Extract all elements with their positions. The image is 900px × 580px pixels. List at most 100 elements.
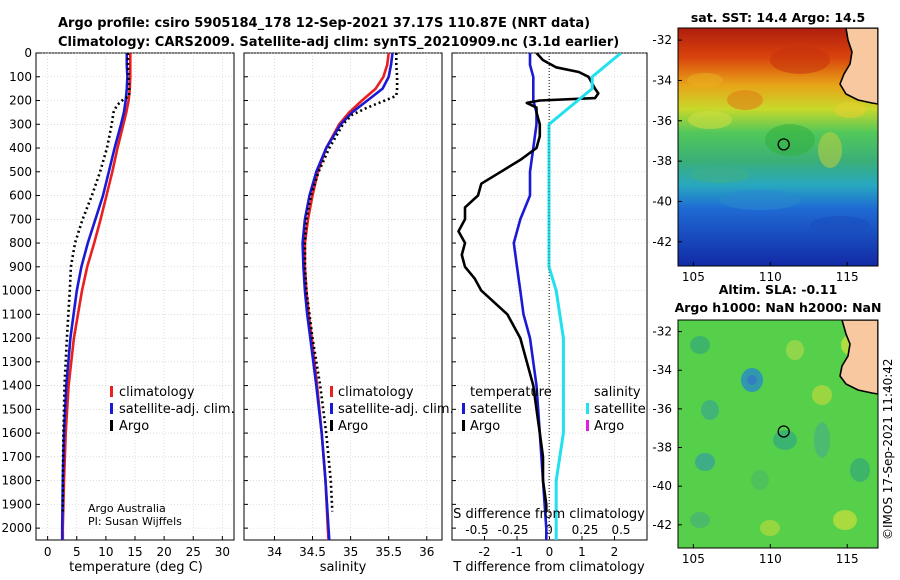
- series-line-climatology: [61, 53, 132, 540]
- lat-tick-label: -36: [652, 114, 672, 128]
- t-difference-axis-label: T difference from climatology: [452, 560, 645, 575]
- lon-tick-label: 105: [682, 552, 705, 566]
- legend-swatch-s-argo: [586, 420, 589, 431]
- legend-label-satellite: satellite-adj. clim.: [119, 402, 235, 417]
- legend-swatch-climatology: [330, 386, 333, 397]
- lat-tick-label: -36: [652, 402, 672, 416]
- lat-tick-label: -32: [652, 325, 672, 339]
- temperature-profile-panel: 0100200300400500600700800900100011001200…: [1, 46, 234, 575]
- x-tick-label: 1: [578, 545, 586, 559]
- x-tick-label: 0: [546, 545, 554, 559]
- sla-latitude-ticks: -32 -34 -36 -38 -40 -42: [652, 325, 682, 532]
- legend-swatch-t-argo: [462, 420, 465, 431]
- sla-longitude-ticks: 105 110 115: [682, 544, 859, 566]
- sst-map: sat. SST: 14.4 Argo: 14.5 -32 -34 -36 -38 -4…: [652, 10, 879, 284]
- legend-label-climatology: climatology: [119, 385, 195, 400]
- depth-tick-label: 1700: [1, 450, 32, 464]
- s-diff-tick-label: -0.5: [465, 523, 488, 537]
- sla-field: [678, 320, 878, 548]
- s-diff-tick-label: 0.25: [572, 523, 599, 537]
- depth-tick-label: 1400: [1, 379, 32, 393]
- depth-tick-label: 200: [9, 94, 32, 108]
- sla-map: Altim. SLA: -0.11 Argo h1000: NaN h2000:…: [652, 282, 881, 566]
- x-tick-label: 20: [156, 545, 171, 559]
- depth-tick-label: 1900: [1, 497, 32, 511]
- argo-float-marker: [777, 138, 790, 151]
- difference-depth-ticks: [452, 52, 456, 529]
- sla-map-title: Altim. SLA: -0.11: [719, 282, 838, 297]
- lon-tick-label: 110: [759, 552, 782, 566]
- series-line-t-argo: [457, 53, 600, 512]
- salinity-series-lines: [301, 53, 399, 540]
- lat-tick-label: -38: [652, 154, 672, 168]
- x-tick-label: 30: [215, 545, 230, 559]
- depth-tick-label: 1200: [1, 331, 32, 345]
- x-tick-label: -1: [511, 545, 523, 559]
- lon-tick-label: 115: [836, 270, 859, 284]
- x-tick-label: 35.5: [375, 545, 402, 559]
- temperature-gridlines: [36, 52, 234, 540]
- lon-tick-label: 110: [759, 270, 782, 284]
- legend-title-temperature: temperature: [470, 385, 552, 400]
- depth-tick-label: 1300: [1, 355, 32, 369]
- legend-swatch-satellite: [110, 403, 113, 414]
- coastline-australia: [839, 320, 878, 395]
- series-line-s-satellite: [547, 53, 622, 540]
- lat-tick-label: -38: [652, 441, 672, 455]
- argo-float-marker: [777, 425, 790, 438]
- depth-tick-label: 1600: [1, 426, 32, 440]
- lat-tick-label: -34: [652, 363, 672, 377]
- legend-swatch-argo: [110, 420, 113, 431]
- depth-tick-label: 300: [9, 117, 32, 131]
- series-line-satellite: [301, 53, 394, 540]
- sst-field: [678, 28, 878, 266]
- legend-swatch-argo: [330, 420, 333, 431]
- coastline-australia: [839, 28, 878, 105]
- x-tick-label: 25: [186, 545, 201, 559]
- s-difference-axis-label: S difference from climatology: [453, 507, 645, 522]
- depth-tick-label: 400: [9, 141, 32, 155]
- x-tick-label: 34: [267, 545, 282, 559]
- depth-tick-label: 1800: [1, 474, 32, 488]
- depth-tick-label: 800: [9, 236, 32, 250]
- salinity-difference-ticks: -0.5-0.2500.250.5: [465, 523, 630, 537]
- legend-label-satellite: satellite-adj. clim.: [338, 402, 454, 417]
- depth-tick-label: 100: [9, 70, 32, 84]
- x-tick-label: 0: [44, 545, 52, 559]
- s-diff-tick-label: 0.5: [611, 523, 630, 537]
- salinity-axis-label: salinity: [320, 560, 367, 575]
- legend-swatch-climatology: [110, 386, 113, 397]
- imos-timestamp: ©IMOS 17-Sep-2021 11:40:42: [881, 358, 895, 540]
- x-tick-label: 35: [343, 545, 358, 559]
- sla-map-subtitle: Argo h1000: NaN h2000: NaN: [675, 300, 882, 315]
- x-tick-label: 34.5: [299, 545, 326, 559]
- legend-label-argo: Argo: [119, 419, 149, 434]
- series-line-argo: [61, 53, 131, 512]
- legend-label-climatology: climatology: [338, 385, 414, 400]
- x-tick-label: 2: [611, 545, 619, 559]
- temperature-series-lines: [60, 53, 132, 540]
- lat-tick-label: -40: [652, 194, 672, 208]
- difference-legend: temperature salinity satellite Argo sate…: [462, 385, 646, 434]
- depth-axis-ticks: 0 100 200 300 400 500 600 700 800 900 1000 1100 1200…: [1, 46, 40, 535]
- depth-tick-label: 700: [9, 212, 32, 226]
- salinity-depth-ticks: [244, 52, 248, 529]
- legend-label-argo: Argo: [338, 419, 368, 434]
- depth-tick-label: 1500: [1, 402, 32, 416]
- x-tick-label: -2: [479, 545, 491, 559]
- sst-map-title: sat. SST: 14.4 Argo: 14.5: [691, 10, 865, 25]
- salinity-legend: climatology satellite-adj. clim. Argo: [330, 385, 454, 434]
- depth-tick-label: 500: [9, 165, 32, 179]
- lat-tick-label: -32: [652, 33, 672, 47]
- salinity-profile-panel: 34 34.5 35 35.5 36 salinity climatology sate…: [243, 52, 454, 575]
- depth-tick-label: 1000: [1, 284, 32, 298]
- x-tick-label: 10: [98, 545, 113, 559]
- salinity-axis-ticks: 34 34.5 35 35.5 36: [267, 536, 434, 559]
- depth-tick-label: 600: [9, 189, 32, 203]
- x-tick-label: 36: [419, 545, 434, 559]
- lat-tick-label: -34: [652, 73, 672, 87]
- credit-line1: Argo Australia: [88, 502, 166, 515]
- lat-tick-label: -40: [652, 479, 672, 493]
